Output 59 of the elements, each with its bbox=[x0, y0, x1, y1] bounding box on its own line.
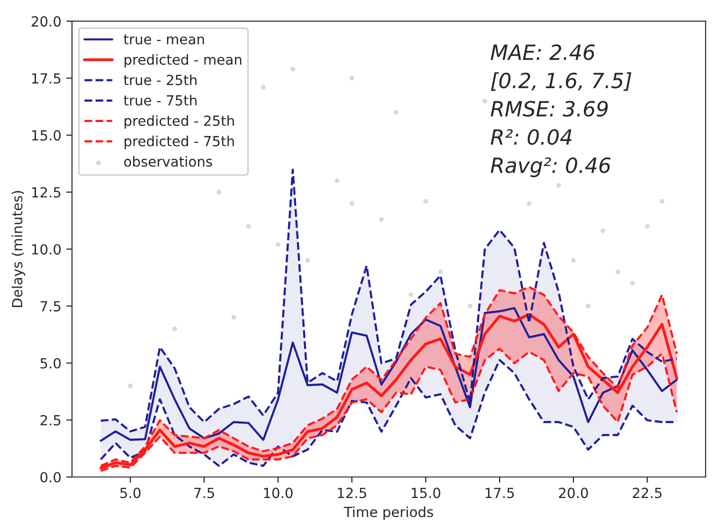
point bbox=[482, 98, 488, 104]
point bbox=[260, 84, 266, 90]
point bbox=[468, 304, 472, 308]
y-tick-label: 12.5 bbox=[32, 187, 60, 198]
legend-label: true - mean bbox=[124, 34, 204, 44]
annotation: RMSE: 3.69 bbox=[490, 100, 608, 117]
legend-label: predicted - 75th bbox=[124, 136, 234, 150]
y-tick-label: 17.5 bbox=[32, 73, 60, 84]
point bbox=[334, 178, 340, 184]
legend-label: true - 75th bbox=[124, 94, 196, 106]
y-tick-label: 5.0 bbox=[40, 358, 61, 369]
point bbox=[408, 292, 414, 298]
y-tick-label: 2.5 bbox=[40, 414, 60, 426]
annotation: [0.2, 1.6, 7.5] bbox=[491, 72, 632, 91]
point bbox=[438, 269, 443, 274]
point bbox=[276, 242, 280, 247]
point bbox=[571, 258, 576, 263]
point bbox=[349, 201, 354, 206]
point bbox=[660, 198, 664, 204]
x-tick-label: 22.5 bbox=[632, 488, 662, 498]
x-tick-label: 10.0 bbox=[264, 488, 293, 498]
x-tick-label: 15.0 bbox=[412, 488, 440, 498]
y-tick-label: 7.5 bbox=[40, 301, 60, 312]
point bbox=[231, 315, 236, 320]
y-tick-label: 15.0 bbox=[32, 130, 61, 141]
y-tick-label: 20.0 bbox=[32, 16, 61, 27]
point bbox=[305, 258, 310, 263]
x-tick-label: 20.0 bbox=[558, 488, 588, 498]
point bbox=[600, 228, 606, 234]
y-axis-title: Delays (minutes) bbox=[12, 191, 26, 308]
point bbox=[172, 326, 178, 332]
x-tick-label: 12.5 bbox=[338, 488, 366, 498]
point bbox=[615, 269, 620, 274]
point bbox=[349, 76, 354, 81]
point bbox=[394, 110, 399, 115]
point bbox=[630, 280, 635, 286]
point bbox=[379, 217, 384, 222]
y-tick-label: 0.0 bbox=[40, 472, 61, 482]
x-tick-label: 7.5 bbox=[194, 488, 214, 498]
annotation: R²: 0.04 bbox=[490, 129, 572, 145]
point bbox=[526, 201, 532, 206]
y-tick-label: 10.0 bbox=[32, 244, 61, 255]
point bbox=[423, 198, 428, 204]
point bbox=[644, 224, 650, 229]
x-axis-title: Time periods bbox=[344, 506, 434, 520]
legend-label: observations bbox=[124, 156, 212, 167]
point bbox=[216, 190, 222, 195]
point bbox=[290, 66, 296, 72]
point bbox=[556, 182, 562, 188]
legend-label: true - 25th bbox=[124, 74, 196, 86]
point bbox=[246, 224, 251, 229]
x-tick-label: 17.5 bbox=[486, 488, 514, 498]
point bbox=[586, 304, 591, 308]
annotation: MAE: 2.46 bbox=[490, 44, 595, 60]
x-tick-label: 5.0 bbox=[120, 488, 140, 498]
legend-label: predicted - 25th bbox=[124, 115, 234, 129]
annotation: Ravg²: 0.46 bbox=[490, 157, 610, 178]
legend-label: predicted - mean bbox=[124, 54, 242, 68]
point bbox=[128, 383, 133, 388]
